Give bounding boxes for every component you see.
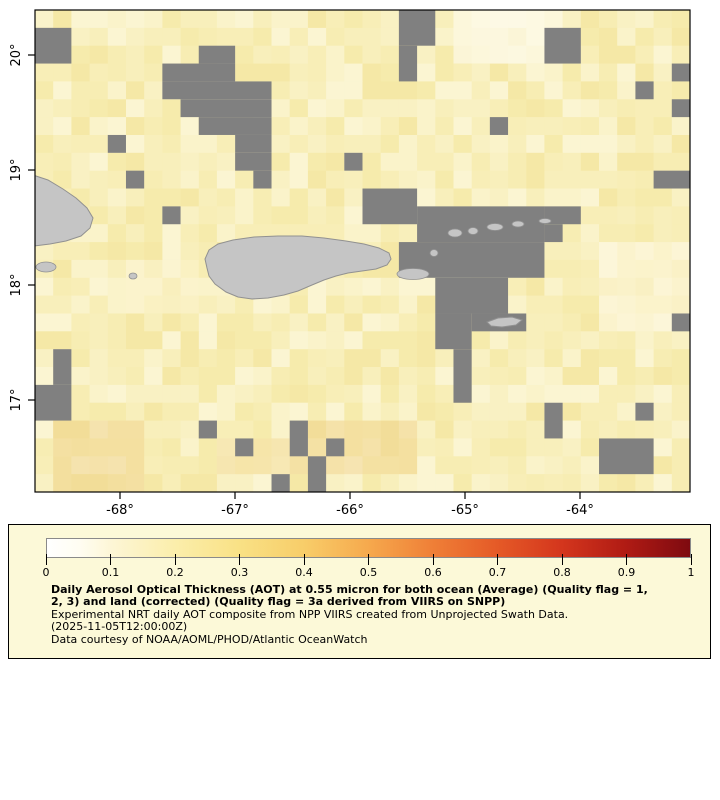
colorbar-tick xyxy=(45,554,47,565)
land-st-john xyxy=(467,227,479,235)
missing-data-cell xyxy=(344,152,363,171)
missing-data-cell xyxy=(198,420,217,439)
aot-tint-patch xyxy=(216,438,290,475)
colorbar-tick-label: 0.3 xyxy=(230,566,249,579)
missing-data-cell xyxy=(235,438,254,457)
missing-data-cell xyxy=(253,170,272,189)
missing-data-cell xyxy=(235,152,272,171)
aot-tint-patch xyxy=(53,420,145,492)
colorbar-tick-label: 0 xyxy=(42,566,50,579)
missing-data-cell xyxy=(107,134,126,153)
missing-data-cell xyxy=(544,402,563,439)
colorbar-tick-label: 0.7 xyxy=(488,566,507,579)
missing-data-cell xyxy=(544,206,581,225)
lat-tick-label: 20° xyxy=(9,43,24,66)
missing-data-cell xyxy=(671,313,690,332)
land-st-thomas xyxy=(447,228,463,238)
missing-data-cell xyxy=(435,313,472,350)
missing-data-cell xyxy=(671,99,690,118)
legend-panel: 0 0.1 0.2 0.3 0.4 0.5 0.6 0.7 0.8 0.9 1 Daily Aero… xyxy=(8,524,711,659)
missing-data-cell xyxy=(453,349,472,403)
missing-data-cell xyxy=(198,45,236,64)
missing-data-cell xyxy=(544,27,581,64)
aot-field xyxy=(35,10,690,492)
missing-data-cell xyxy=(162,81,272,100)
colorbar-tick xyxy=(303,554,305,565)
missing-data-cell xyxy=(180,99,272,118)
missing-data-cell xyxy=(653,170,690,189)
colorbar-tick-label: 1 xyxy=(687,566,695,579)
lat-tick-label: 17° xyxy=(9,388,24,411)
missing-data-cell xyxy=(307,456,327,492)
missing-data-cell xyxy=(289,420,308,457)
land-anegada xyxy=(538,218,552,224)
missing-data-cell xyxy=(398,10,436,46)
colorbar-tick-label: 0.2 xyxy=(166,566,184,579)
missing-data-cell xyxy=(362,188,418,225)
missing-data-cell xyxy=(635,81,654,100)
missing-data-cell xyxy=(53,349,72,385)
lon-tick-label: -65° xyxy=(451,503,479,518)
colorbar-tick xyxy=(690,554,692,565)
colorbar-tick xyxy=(174,554,176,565)
lon-tick-label: -64° xyxy=(566,503,594,518)
legend-title-line1: Daily Aerosol Optical Thickness (AOT) at… xyxy=(51,583,648,596)
missing-data-cell xyxy=(125,170,145,189)
missing-data-cell xyxy=(544,224,563,243)
colorbar-tick-label: 0.6 xyxy=(424,566,442,579)
lon-tick-label: -68° xyxy=(106,503,134,518)
aot-map-plot: 20° 19° 18° 17° -68° -67° -66° -65° -64° xyxy=(9,9,691,518)
land-puerto-rico xyxy=(204,235,392,300)
missing-data-cell xyxy=(162,206,181,225)
lat-tick-label: 18° xyxy=(9,273,24,296)
colorbar-tick xyxy=(497,554,498,565)
land-st-croix xyxy=(486,316,524,328)
colorbar-tick-label: 0.5 xyxy=(359,566,378,579)
land-virgin-gorda xyxy=(511,220,525,228)
aot-tint-patch xyxy=(125,259,199,314)
missing-data-cell xyxy=(489,117,509,135)
land-saona-island xyxy=(35,261,57,273)
colorbar-tick xyxy=(239,554,240,565)
land-hispaniola-east-tip xyxy=(35,175,94,247)
missing-data-cell xyxy=(635,402,654,421)
land-culebra xyxy=(429,249,439,257)
colorbar-tick-label: 0.8 xyxy=(553,566,571,579)
missing-data-cell xyxy=(435,277,509,314)
colorbar-tick-label: 0.1 xyxy=(101,566,120,579)
colorbar-tick xyxy=(626,554,627,565)
colorbar-tick xyxy=(368,554,369,565)
missing-data-cell xyxy=(198,117,272,135)
legend-text: Daily Aerosol Optical Thickness (AOT) at… xyxy=(51,583,648,646)
lat-tick-label: 19° xyxy=(9,158,24,181)
land-tortola xyxy=(486,223,504,231)
missing-data-cell xyxy=(35,384,72,421)
colorbar-tick xyxy=(561,554,563,565)
missing-data-cell xyxy=(162,63,236,82)
map-border xyxy=(34,9,691,493)
colorbar-area: 0 0.1 0.2 0.3 0.4 0.5 0.6 0.7 0.8 0.9 1 xyxy=(9,525,710,581)
missing-data-cell xyxy=(271,474,290,492)
legend-timestamp: (2025-11-05T12:00:00Z) xyxy=(51,620,188,634)
legend-description: Experimental NRT daily AOT composite fro… xyxy=(51,607,569,621)
legend-title-line2: 2, 3) and land (corrected) (Quality flag… xyxy=(51,595,506,609)
legend-credit: Data courtesy of NOAA/AOML/PHOD/Atlantic… xyxy=(51,632,368,646)
missing-data-cell xyxy=(326,438,345,457)
missing-data-cell xyxy=(35,27,72,64)
colorbar-tick-label: 0.4 xyxy=(295,566,313,579)
missing-data-cell xyxy=(417,206,545,243)
colorbar-tick-label: 0.9 xyxy=(617,566,636,579)
land-mona-island xyxy=(128,272,138,280)
missing-data-cell xyxy=(671,63,690,82)
colorbar-tick xyxy=(110,554,111,565)
land-vieques xyxy=(396,268,430,280)
missing-data-cell xyxy=(235,134,272,153)
missing-data-cell xyxy=(599,438,654,475)
lon-tick-label: -66° xyxy=(336,503,364,518)
lon-tick-label: -67° xyxy=(221,503,249,518)
missing-data-cell xyxy=(398,45,418,82)
colorbar-tick xyxy=(432,554,434,565)
